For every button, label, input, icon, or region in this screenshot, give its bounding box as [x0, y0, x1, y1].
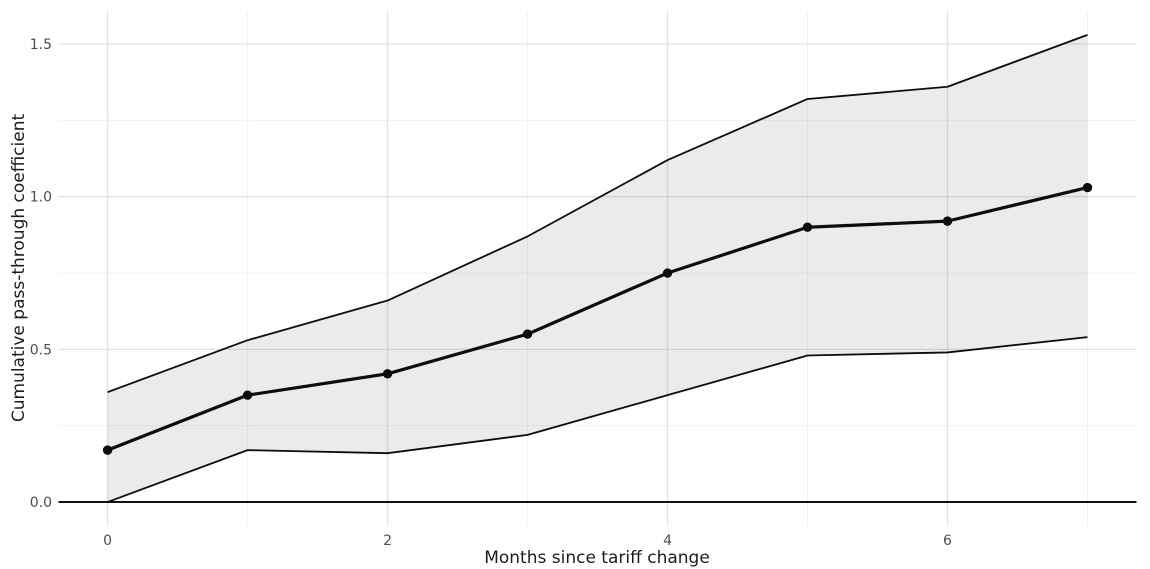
upper-ci-line	[107, 34, 1088, 393]
data-point	[242, 390, 253, 400]
data-point	[522, 329, 533, 339]
y-tick-label: 1.5	[30, 37, 52, 53]
lower-ci-line	[107, 336, 1088, 503]
data-point	[802, 222, 813, 232]
coefficient-line	[107, 185, 1088, 452]
x-tick-label: 6	[943, 533, 952, 549]
axis-layer: 0.0 0.5 1.0 1.5 0 2 4 6	[30, 37, 952, 549]
data-point	[102, 445, 113, 455]
data-point	[942, 216, 953, 226]
data-point	[1082, 182, 1093, 193]
x-tick-label: 2	[383, 533, 392, 549]
data-point	[662, 268, 673, 278]
y-tick-label: 0.0	[30, 495, 52, 511]
data-layer	[58, 34, 1137, 504]
x-tick-label: 0	[103, 533, 112, 549]
y-tick-label: 0.5	[30, 342, 52, 358]
confidence-band	[107, 34, 1088, 503]
data-point	[382, 369, 393, 379]
y-tick-label: 1.0	[30, 190, 52, 206]
x-axis-title: Months since tariff change	[484, 548, 710, 568]
y-axis-title: Cumulative pass-through coefficient	[9, 114, 29, 423]
x-tick-label: 4	[663, 533, 672, 549]
